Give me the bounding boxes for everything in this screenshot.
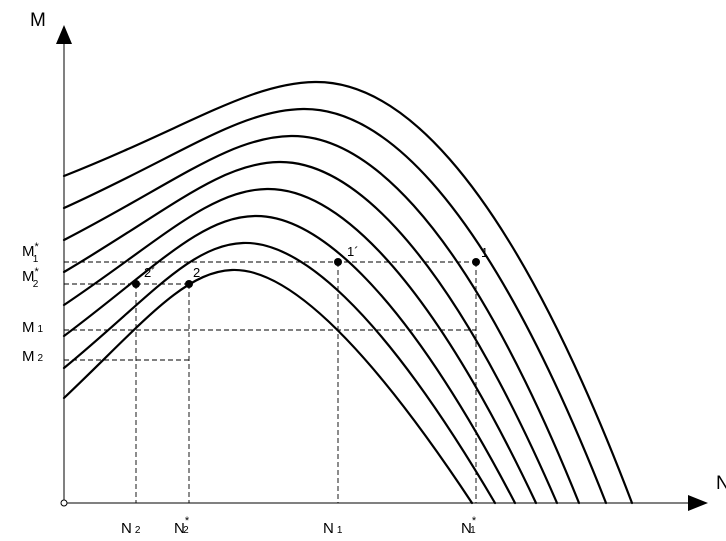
curve-3 [62,214,517,505]
point-2-prime [132,280,140,288]
y-label-m1-star: M* 1 [22,241,40,265]
guide-lines [64,261,477,503]
state-points: 1 1´ 2 2´ [132,244,488,288]
curve-8 [62,80,634,505]
point-2-prime-label: 2´ [144,265,156,280]
curve-1 [62,268,474,505]
point-1-prime-label: 1´ [347,244,359,259]
x-label-n2-star: N* 2 [174,515,190,537]
curve-5 [62,160,559,505]
curve-6 [62,134,581,505]
origin-marker [60,499,68,507]
point-1-prime [334,258,342,266]
x-label-n1-star: N* 1 [461,515,477,537]
point-1 [472,258,480,266]
x-axis-label: N [716,473,726,494]
y-axis-label: M [30,10,46,31]
curve-7 [62,107,608,505]
y-label-m2-star: M* 2 [22,266,40,290]
y-axis-arrow [56,25,72,44]
axes: M N [30,10,726,511]
point-1-label: 1 [481,245,488,260]
interaction-curves [62,80,634,505]
curve-4 [62,187,538,505]
point-2 [185,280,193,288]
x-axis-arrow [688,495,708,511]
point-2-label: 2 [193,265,200,280]
curve-2 [62,241,497,505]
